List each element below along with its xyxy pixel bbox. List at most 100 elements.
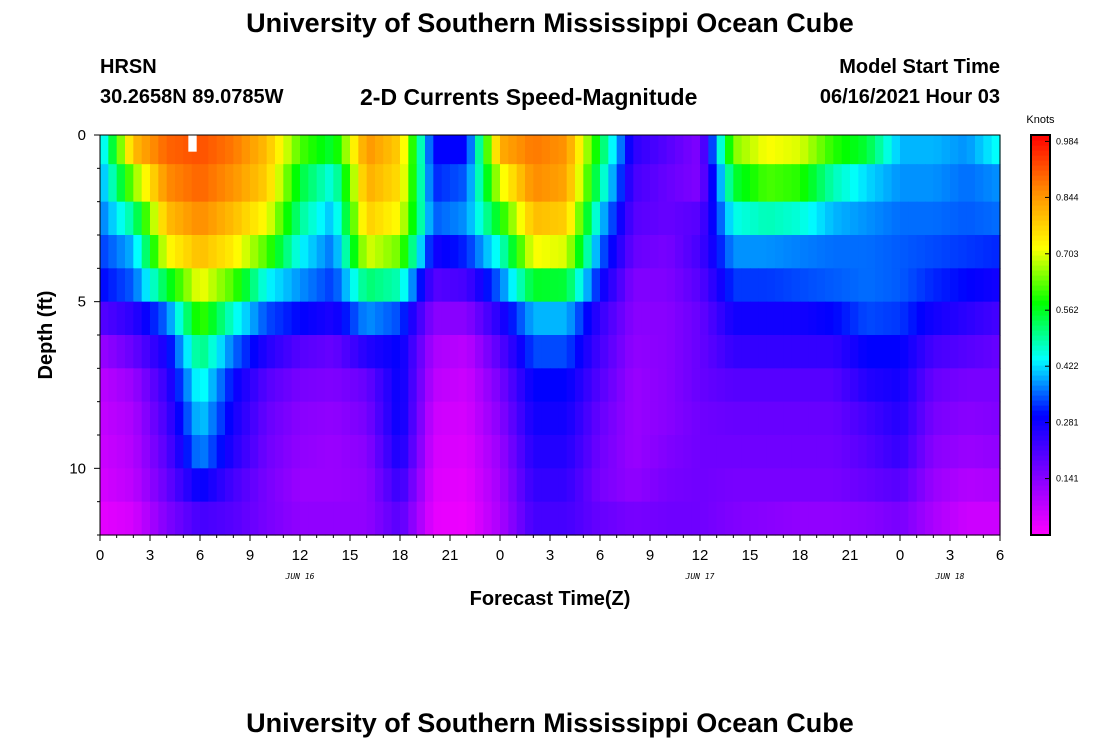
heatmap-cell (600, 401, 609, 436)
heatmap-cell (608, 301, 618, 336)
heatmap-cell (816, 435, 826, 469)
heatmap-cell (908, 401, 918, 436)
heatmap-cell (716, 368, 726, 403)
heatmap-cell (500, 401, 509, 436)
heatmap-cell (150, 401, 159, 436)
heatmap-cell (283, 164, 293, 203)
heatmap-cell (691, 501, 701, 536)
heatmap-cell (650, 301, 659, 336)
heatmap-cell (641, 368, 651, 403)
heatmap-cell (733, 368, 743, 403)
heatmap-cell (733, 301, 743, 336)
heatmap-cell (141, 368, 151, 403)
heatmap-cell (366, 268, 376, 303)
heatmap-cell (125, 468, 134, 503)
heatmap-cell (716, 135, 726, 165)
heatmap-cell (466, 335, 476, 369)
heatmap-cell (866, 201, 876, 236)
heatmap-cell (158, 335, 168, 369)
heatmap-cell (250, 501, 259, 536)
heatmap-cell (675, 468, 684, 503)
heatmap-cell (433, 401, 443, 436)
heatmap-cell (958, 235, 968, 269)
heatmap-cell (783, 201, 793, 236)
heatmap-cell (783, 501, 793, 536)
heatmap-cell (291, 235, 301, 269)
colorbar-segment (1031, 510, 1050, 516)
heatmap-cell (733, 164, 743, 203)
heatmap-cell (691, 435, 701, 469)
heatmap-cell (933, 335, 943, 369)
model-start-label: Model Start Time (839, 56, 1000, 78)
heatmap-cell (266, 201, 276, 236)
heatmap-cell (833, 368, 843, 403)
heatmap-cell (575, 164, 584, 203)
heatmap-cell (791, 468, 801, 503)
heatmap-cell (100, 435, 109, 469)
heatmap-cell (600, 268, 609, 303)
heatmap-cell (783, 235, 793, 269)
heatmap-cell (391, 401, 401, 436)
heatmap-cell (775, 235, 784, 269)
heatmap-cell (975, 368, 984, 403)
heatmap-cell (691, 335, 701, 369)
heatmap-cell (658, 501, 668, 536)
heatmap-cell (241, 468, 251, 503)
heatmap-cell (483, 368, 493, 403)
heatmap-cell (166, 164, 176, 203)
colorbar-segment (1031, 370, 1050, 376)
heatmap-cell (441, 135, 451, 165)
heatmap-cell (666, 401, 676, 436)
heatmap-cell (766, 135, 776, 165)
colorbar-segment (1031, 495, 1050, 501)
colorbar-segment (1031, 205, 1050, 211)
heatmap-cell (400, 401, 409, 436)
heatmap-cell (141, 164, 151, 203)
heatmap-cell (316, 235, 326, 269)
heatmap-cell (700, 435, 709, 469)
heatmap-cell (891, 268, 901, 303)
heatmap-cell (308, 335, 318, 369)
heatmap-cell (983, 301, 993, 336)
heatmap-cell (391, 164, 401, 203)
heatmap-cell (991, 335, 1001, 369)
heatmap-cell (750, 268, 759, 303)
heatmap-cell (375, 401, 384, 436)
heatmap-cell (283, 335, 293, 369)
heatmap-cell (166, 368, 176, 403)
heatmap-cell (175, 268, 184, 303)
heatmap-cell (191, 235, 201, 269)
heatmap-cell (716, 468, 726, 503)
heatmap-cell (483, 301, 493, 336)
heatmap-cell (300, 468, 309, 503)
heatmap-cell (225, 268, 234, 303)
heatmap-cell (641, 201, 651, 236)
heatmap-cell (633, 268, 643, 303)
heatmap-cell (616, 235, 626, 269)
heatmap-cell (308, 164, 318, 203)
heatmap-cell (616, 335, 626, 369)
colorbar-segment (1031, 400, 1050, 406)
heatmap-cell (516, 201, 526, 236)
heatmap-cell (225, 435, 234, 469)
colorbar-segment (1031, 305, 1050, 311)
heatmap-cell (150, 335, 159, 369)
heatmap-cell (158, 501, 168, 536)
colorbar-segment (1031, 425, 1050, 431)
colorbar-segment (1031, 260, 1050, 266)
heatmap-cell (283, 468, 293, 503)
heatmap-cell (516, 501, 526, 536)
heatmap-cell (941, 301, 951, 336)
heatmap-cell (383, 301, 393, 336)
heatmap-cell (241, 368, 251, 403)
heatmap-cell (641, 268, 651, 303)
heatmap-cell (841, 164, 851, 203)
heatmap-cell (733, 435, 743, 469)
heatmap-cell (608, 201, 618, 236)
heatmap-cell (966, 268, 976, 303)
heatmap-cell (216, 164, 226, 203)
colorbar-segment (1031, 285, 1050, 291)
y-tick-label: 5 (78, 294, 86, 311)
heatmap-cell (591, 201, 601, 236)
heatmap-cell (425, 401, 434, 436)
